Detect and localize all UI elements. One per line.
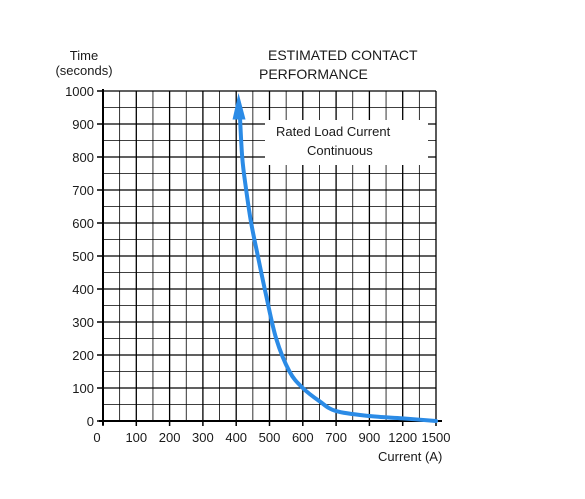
x-tick-label: 700 xyxy=(325,430,347,445)
y-tick-label: 900 xyxy=(72,117,94,132)
y-tick-label: 400 xyxy=(72,282,94,297)
y-axis-label-line2: (seconds) xyxy=(55,63,112,78)
y-tick-label: 300 xyxy=(72,315,94,330)
chart-title: ESTIMATED CONTACT xyxy=(268,47,418,63)
tick-labels: 0 100 200 300 400 500 600 700 800 900 1000 0 100 200 3… xyxy=(65,84,450,445)
series-line xyxy=(237,105,438,423)
chart-subtitle: PERFORMANCE xyxy=(259,66,368,82)
x-tick-label: 1200 xyxy=(388,430,417,445)
x-tick-label: 300 xyxy=(192,430,214,445)
y-tick-label: 1000 xyxy=(65,84,94,99)
x-tick-label: 0 xyxy=(93,430,100,445)
x-tick-label: 500 xyxy=(259,430,281,445)
annotation-box xyxy=(265,120,428,165)
annotation-line1: Rated Load Current xyxy=(276,124,391,139)
x-tick-label: 100 xyxy=(125,430,147,445)
x-axis-label: Current (A) xyxy=(378,449,442,464)
y-tick-label: 0 xyxy=(87,414,94,429)
y-tick-label: 100 xyxy=(72,381,94,396)
y-tick-label: 500 xyxy=(72,249,94,264)
y-tick-label: 600 xyxy=(72,216,94,231)
y-axis-label-line1: Time xyxy=(70,48,98,63)
x-tick-label: 400 xyxy=(225,430,247,445)
arrowhead xyxy=(232,93,246,120)
y-tick-label: 200 xyxy=(72,348,94,363)
x-tick-label: 900 xyxy=(359,430,381,445)
y-tick-label: 800 xyxy=(72,150,94,165)
x-tick-label: 600 xyxy=(292,430,314,445)
y-tick-label: 700 xyxy=(72,183,94,198)
x-tick-label: 1500 xyxy=(422,430,451,445)
x-tick-label: 200 xyxy=(159,430,181,445)
annotation-line2: Continuous xyxy=(307,143,373,158)
